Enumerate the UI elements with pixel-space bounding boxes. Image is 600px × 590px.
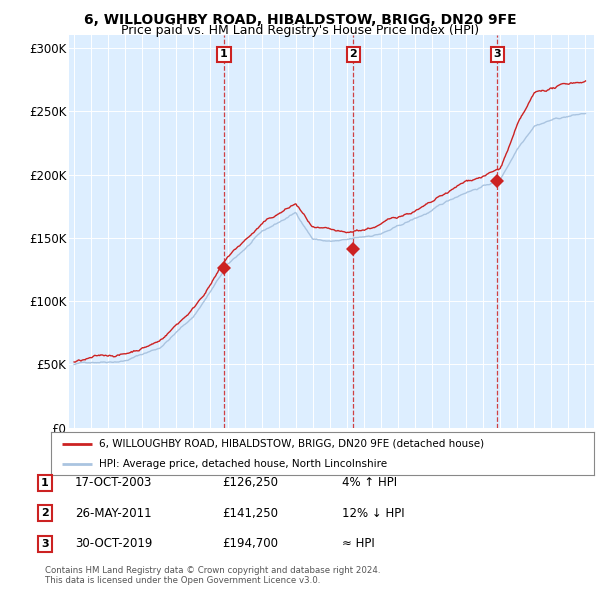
Text: £141,250: £141,250	[222, 507, 278, 520]
Text: Price paid vs. HM Land Registry's House Price Index (HPI): Price paid vs. HM Land Registry's House …	[121, 24, 479, 37]
Text: 1: 1	[41, 478, 49, 487]
Text: 6, WILLOUGHBY ROAD, HIBALDSTOW, BRIGG, DN20 9FE: 6, WILLOUGHBY ROAD, HIBALDSTOW, BRIGG, D…	[83, 13, 517, 27]
Text: 3: 3	[41, 539, 49, 549]
Text: 3: 3	[494, 50, 501, 60]
Text: 30-OCT-2019: 30-OCT-2019	[75, 537, 152, 550]
Text: 26-MAY-2011: 26-MAY-2011	[75, 507, 152, 520]
Text: Contains HM Land Registry data © Crown copyright and database right 2024.
This d: Contains HM Land Registry data © Crown c…	[45, 566, 380, 585]
Text: 2: 2	[41, 509, 49, 518]
Text: 2: 2	[350, 50, 358, 60]
Text: 12% ↓ HPI: 12% ↓ HPI	[342, 507, 404, 520]
Text: ≈ HPI: ≈ HPI	[342, 537, 375, 550]
Text: 17-OCT-2003: 17-OCT-2003	[75, 476, 152, 489]
Text: 6, WILLOUGHBY ROAD, HIBALDSTOW, BRIGG, DN20 9FE (detached house): 6, WILLOUGHBY ROAD, HIBALDSTOW, BRIGG, D…	[99, 439, 484, 449]
Text: £126,250: £126,250	[222, 476, 278, 489]
Text: £194,700: £194,700	[222, 537, 278, 550]
Text: HPI: Average price, detached house, North Lincolnshire: HPI: Average price, detached house, Nort…	[99, 460, 387, 469]
Text: 1: 1	[220, 50, 228, 60]
Text: 4% ↑ HPI: 4% ↑ HPI	[342, 476, 397, 489]
